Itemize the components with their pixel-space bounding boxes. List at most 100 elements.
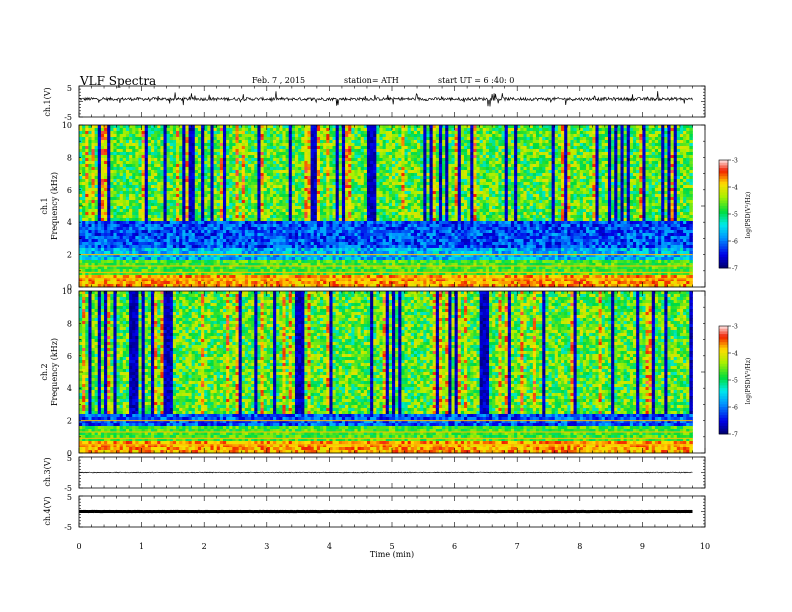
spectrogram-cell (535, 170, 540, 174)
spectrogram-cell (116, 161, 121, 165)
spectrogram-cell (119, 170, 124, 174)
spectrogram-cell (617, 140, 621, 144)
spectrogram-cell (592, 131, 596, 135)
spectrogram-cell (138, 197, 142, 201)
spectrogram-cell (166, 131, 171, 135)
spectrogram-cell (467, 197, 471, 201)
spectrogram-cell (667, 188, 671, 192)
spectrogram-cell (539, 167, 543, 171)
spectrogram-cell (79, 140, 83, 144)
spectrogram-cell (385, 149, 390, 153)
spectrogram-cell (442, 140, 446, 144)
spectrogram-cell (523, 146, 527, 150)
spectrogram-cell (520, 125, 524, 129)
spectrogram-cell (210, 146, 214, 150)
spectrogram-cell (379, 188, 384, 192)
spectrogram-cell (451, 185, 455, 189)
spectrogram-cell (551, 137, 556, 141)
spectrogram-cell (179, 137, 183, 141)
spectrogram-cell (260, 152, 265, 156)
spectrogram-cell (539, 194, 543, 198)
spectrogram-cell (210, 125, 214, 129)
spectrogram-cell (392, 149, 396, 153)
spectrogram-cell (395, 131, 399, 135)
spectrogram-cell (689, 143, 693, 147)
spectrogram-cell (626, 188, 631, 192)
spectrogram-cell (492, 137, 496, 141)
spectrogram-cell (623, 194, 628, 198)
spectrogram-cell (188, 140, 193, 144)
spectrogram-cell (169, 173, 174, 177)
spectrogram-cell (586, 173, 590, 177)
spectrogram-cell (248, 179, 252, 183)
spectrogram-cell (582, 131, 587, 135)
spectrogram-cell (385, 125, 390, 129)
spectrogram-cell (360, 182, 365, 186)
spectrogram-cell (407, 185, 412, 189)
spectrogram-cell (129, 131, 133, 135)
spectrogram-cell (576, 137, 581, 141)
spectrogram-cell (338, 125, 343, 129)
spectrogram-cell (360, 173, 365, 177)
spectrogram-cell (435, 161, 440, 165)
spectrogram-cell (360, 152, 365, 156)
spectrogram-cell (332, 191, 337, 195)
spectrogram-cell (301, 179, 305, 183)
spectrogram-cell (532, 131, 537, 135)
spectrogram-cell (100, 155, 105, 159)
spectrogram-cell (451, 164, 455, 168)
spectrogram-cell (385, 143, 390, 147)
spectrogram-cell (576, 194, 581, 198)
spectrogram-cell (119, 188, 124, 192)
spectrogram-cell (648, 194, 653, 198)
spectrogram-cell (100, 125, 105, 129)
spectrogram-cell (432, 158, 437, 162)
spectrogram-cell (489, 134, 493, 138)
spectrogram-cell (150, 149, 155, 153)
spectrogram-cell (104, 137, 108, 141)
spectrogram-cell (620, 188, 625, 192)
spectrogram-cell (326, 185, 330, 189)
spectrogram-cell (642, 155, 646, 159)
spectrogram-cell (617, 194, 621, 198)
spectrogram-cell (204, 128, 208, 132)
spectrogram-cell (279, 155, 283, 159)
spectrogram-cell (182, 185, 186, 189)
start-time-label: start UT = 6 :40: 0 (438, 76, 514, 85)
spectrogram-cell (476, 146, 481, 150)
spectrogram-cell (410, 128, 415, 132)
spectrogram-cell (404, 179, 409, 183)
spectrogram-cell (532, 161, 537, 165)
spectrogram-cell (604, 191, 609, 195)
spectrogram-cell (132, 185, 136, 189)
spectrogram-cell (232, 131, 236, 135)
spectrogram-cell (407, 167, 412, 171)
spectrogram-cell (451, 152, 455, 156)
spectrogram-cell (535, 179, 540, 183)
spectrogram-cell (129, 185, 133, 189)
spectrogram-cell (279, 131, 283, 135)
spectrogram-cell (157, 134, 161, 138)
spectrogram-cell (150, 176, 155, 180)
spectrogram-cell (244, 173, 249, 177)
spectrogram-cell (329, 197, 333, 201)
spectrogram-cell (651, 149, 656, 153)
spectrogram-cell (445, 140, 449, 144)
spectrogram-cell (310, 170, 315, 174)
spectrogram-cell (614, 179, 618, 183)
spectrogram-cell (241, 194, 246, 198)
spectrogram-cell (276, 170, 280, 174)
spectrogram-cell (460, 170, 465, 174)
spectrogram-cell (138, 140, 142, 144)
spectrogram-cell (201, 191, 205, 195)
spectrogram-cell (273, 149, 277, 153)
spectrogram-cell (207, 185, 211, 189)
spectrogram-cell (188, 191, 193, 195)
spectrogram-cell (226, 134, 230, 138)
spectrogram-cell (417, 185, 421, 189)
spectrogram-cell (135, 197, 139, 201)
spectrogram-cell (523, 197, 527, 201)
spectrogram-cell (607, 176, 612, 180)
spectrogram-cell (595, 179, 599, 183)
spectrogram-cell (304, 125, 308, 129)
